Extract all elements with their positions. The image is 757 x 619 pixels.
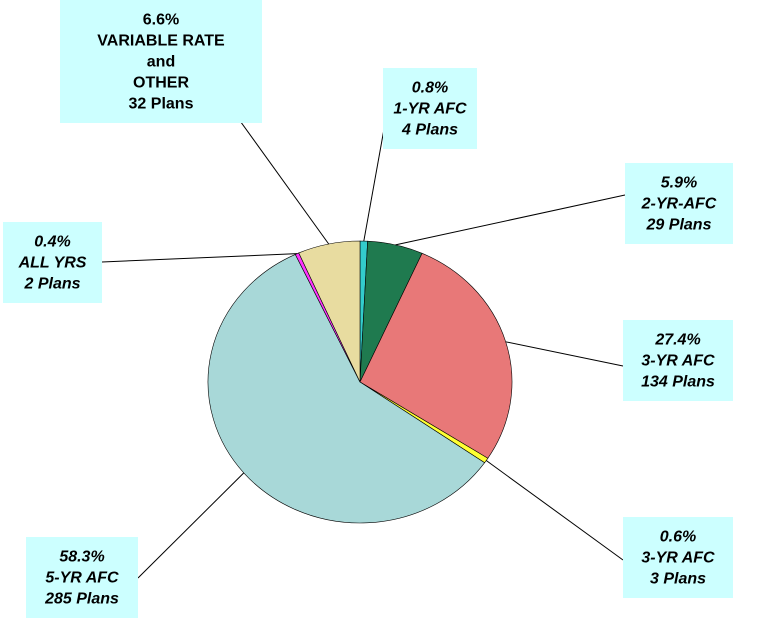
data-label: 0.8% (412, 80, 448, 97)
data-label: 6.6% (143, 12, 179, 29)
data-label: 5-YR AFC (45, 570, 119, 587)
data-label: 29 Plans (646, 217, 712, 234)
data-label: 4 Plans (401, 122, 458, 139)
leader-line (505, 341, 624, 367)
label-box (623, 517, 733, 598)
data-label: 3 Plans (650, 571, 706, 588)
data-label: 285 Plans (44, 591, 119, 608)
leader-line (395, 194, 626, 246)
data-label: 0.4% (34, 234, 70, 251)
label-box (623, 320, 733, 401)
leader-line (137, 472, 245, 579)
pie-slice (298, 240, 361, 383)
pie-slice (207, 254, 486, 524)
data-label: and (147, 54, 175, 71)
data-label: 3-YR AFC (641, 353, 715, 370)
data-label: 32 Plans (129, 96, 194, 113)
data-label: 1-YR AFC (393, 101, 467, 118)
data-label: ALL YRS (18, 255, 87, 272)
leader-line (363, 117, 387, 242)
label-box (26, 537, 138, 618)
data-label: 5.9% (661, 175, 697, 192)
label-box (383, 68, 477, 149)
data-label: 2 Plans (23, 276, 80, 293)
leader-line (224, 99, 330, 245)
data-label: 3-YR AFC (641, 550, 715, 567)
data-label: 2-YR-AFC (641, 196, 717, 213)
label-box (60, 0, 262, 123)
data-label: OTHER (133, 75, 189, 92)
data-label: 134 Plans (641, 374, 715, 391)
data-label: 0.6% (660, 529, 696, 546)
leader-line (485, 460, 624, 561)
label-box (3, 222, 102, 303)
leader-line (101, 253, 298, 263)
data-label: 27.4% (654, 332, 700, 349)
data-label: VARIABLE RATE (97, 33, 225, 50)
label-box (625, 163, 733, 244)
data-label: 58.3% (59, 549, 104, 566)
